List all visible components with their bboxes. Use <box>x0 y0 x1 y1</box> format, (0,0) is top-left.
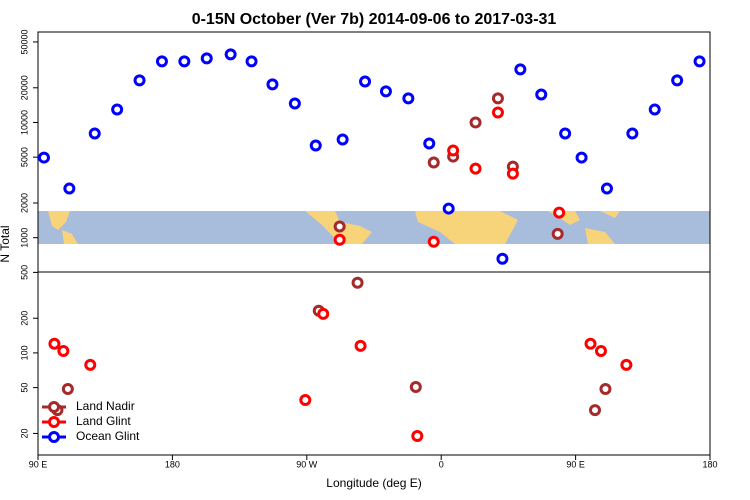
point <box>427 235 440 248</box>
point <box>648 103 661 116</box>
x-tick-label: 180 <box>165 459 180 469</box>
point <box>224 48 237 61</box>
point <box>491 106 504 119</box>
map-band <box>38 211 710 244</box>
point <box>626 127 639 140</box>
point <box>245 55 258 68</box>
y-tick-label: 500 <box>19 265 29 280</box>
y-tick-label: 200 <box>19 311 29 326</box>
x-axis-label: Longitude (deg E) <box>326 476 421 490</box>
point <box>553 206 566 219</box>
point <box>351 276 364 289</box>
point <box>589 404 602 417</box>
point <box>84 358 97 371</box>
x-tick-label: 90 W <box>296 459 318 469</box>
point <box>600 182 613 195</box>
y-tick-label: 20 <box>19 428 29 438</box>
point <box>535 88 548 101</box>
y-tick-label: 2000 <box>19 193 29 213</box>
point <box>288 97 301 110</box>
y-tick-label: 1000 <box>19 228 29 248</box>
point <box>354 339 367 352</box>
point <box>200 52 213 65</box>
point <box>506 167 519 180</box>
y-tick-label: 50 <box>19 383 29 393</box>
point <box>299 394 312 407</box>
point <box>411 430 424 443</box>
point <box>37 151 50 164</box>
legend-swatch <box>48 431 60 443</box>
point <box>427 156 440 169</box>
legend-label: Land Glint <box>76 414 131 428</box>
y-axis-label: N Total <box>0 225 12 262</box>
y-tick-label: 5000 <box>19 147 29 167</box>
point <box>620 358 633 371</box>
point <box>469 162 482 175</box>
y-tick-label: 50000 <box>19 29 29 54</box>
point <box>317 307 330 320</box>
point <box>491 92 504 105</box>
x-tick-label: 0 <box>439 459 444 469</box>
point <box>442 202 455 215</box>
x-tick-label: 180 <box>702 459 717 469</box>
point <box>671 74 684 87</box>
point <box>309 139 322 152</box>
point <box>551 227 564 240</box>
point <box>693 55 706 68</box>
point <box>575 151 588 164</box>
point <box>359 75 372 88</box>
point <box>88 127 101 140</box>
point <box>111 103 124 116</box>
point <box>48 337 61 350</box>
point <box>155 55 168 68</box>
point <box>584 337 597 350</box>
point <box>333 233 346 246</box>
point <box>379 85 392 98</box>
chart-title: 0-15N October (Ver 7b) 2014-09-06 to 201… <box>192 11 557 28</box>
point <box>63 182 76 195</box>
point <box>336 133 349 146</box>
point <box>266 78 279 91</box>
point <box>496 252 509 265</box>
x-tick-label: 90 E <box>566 459 585 469</box>
x-tick-label: 90 E <box>29 459 48 469</box>
point <box>409 380 422 393</box>
point <box>559 127 572 140</box>
point <box>423 137 436 150</box>
point <box>333 220 346 233</box>
y-tick-label: 20000 <box>19 75 29 100</box>
y-tick-label: 100 <box>19 345 29 360</box>
y-tick-label: 10000 <box>19 110 29 135</box>
point <box>133 74 146 87</box>
point <box>594 344 607 357</box>
point <box>447 144 460 157</box>
point <box>402 92 415 105</box>
point <box>178 55 191 68</box>
point <box>599 383 612 396</box>
legend-swatch <box>48 416 60 428</box>
point <box>61 383 74 396</box>
point <box>514 63 527 76</box>
legend-label: Ocean Glint <box>76 429 140 443</box>
plot-frame <box>37 31 711 456</box>
legend-label: Land Nadir <box>76 399 135 413</box>
point <box>57 344 70 357</box>
point <box>469 116 482 129</box>
legend-swatch <box>48 401 60 413</box>
